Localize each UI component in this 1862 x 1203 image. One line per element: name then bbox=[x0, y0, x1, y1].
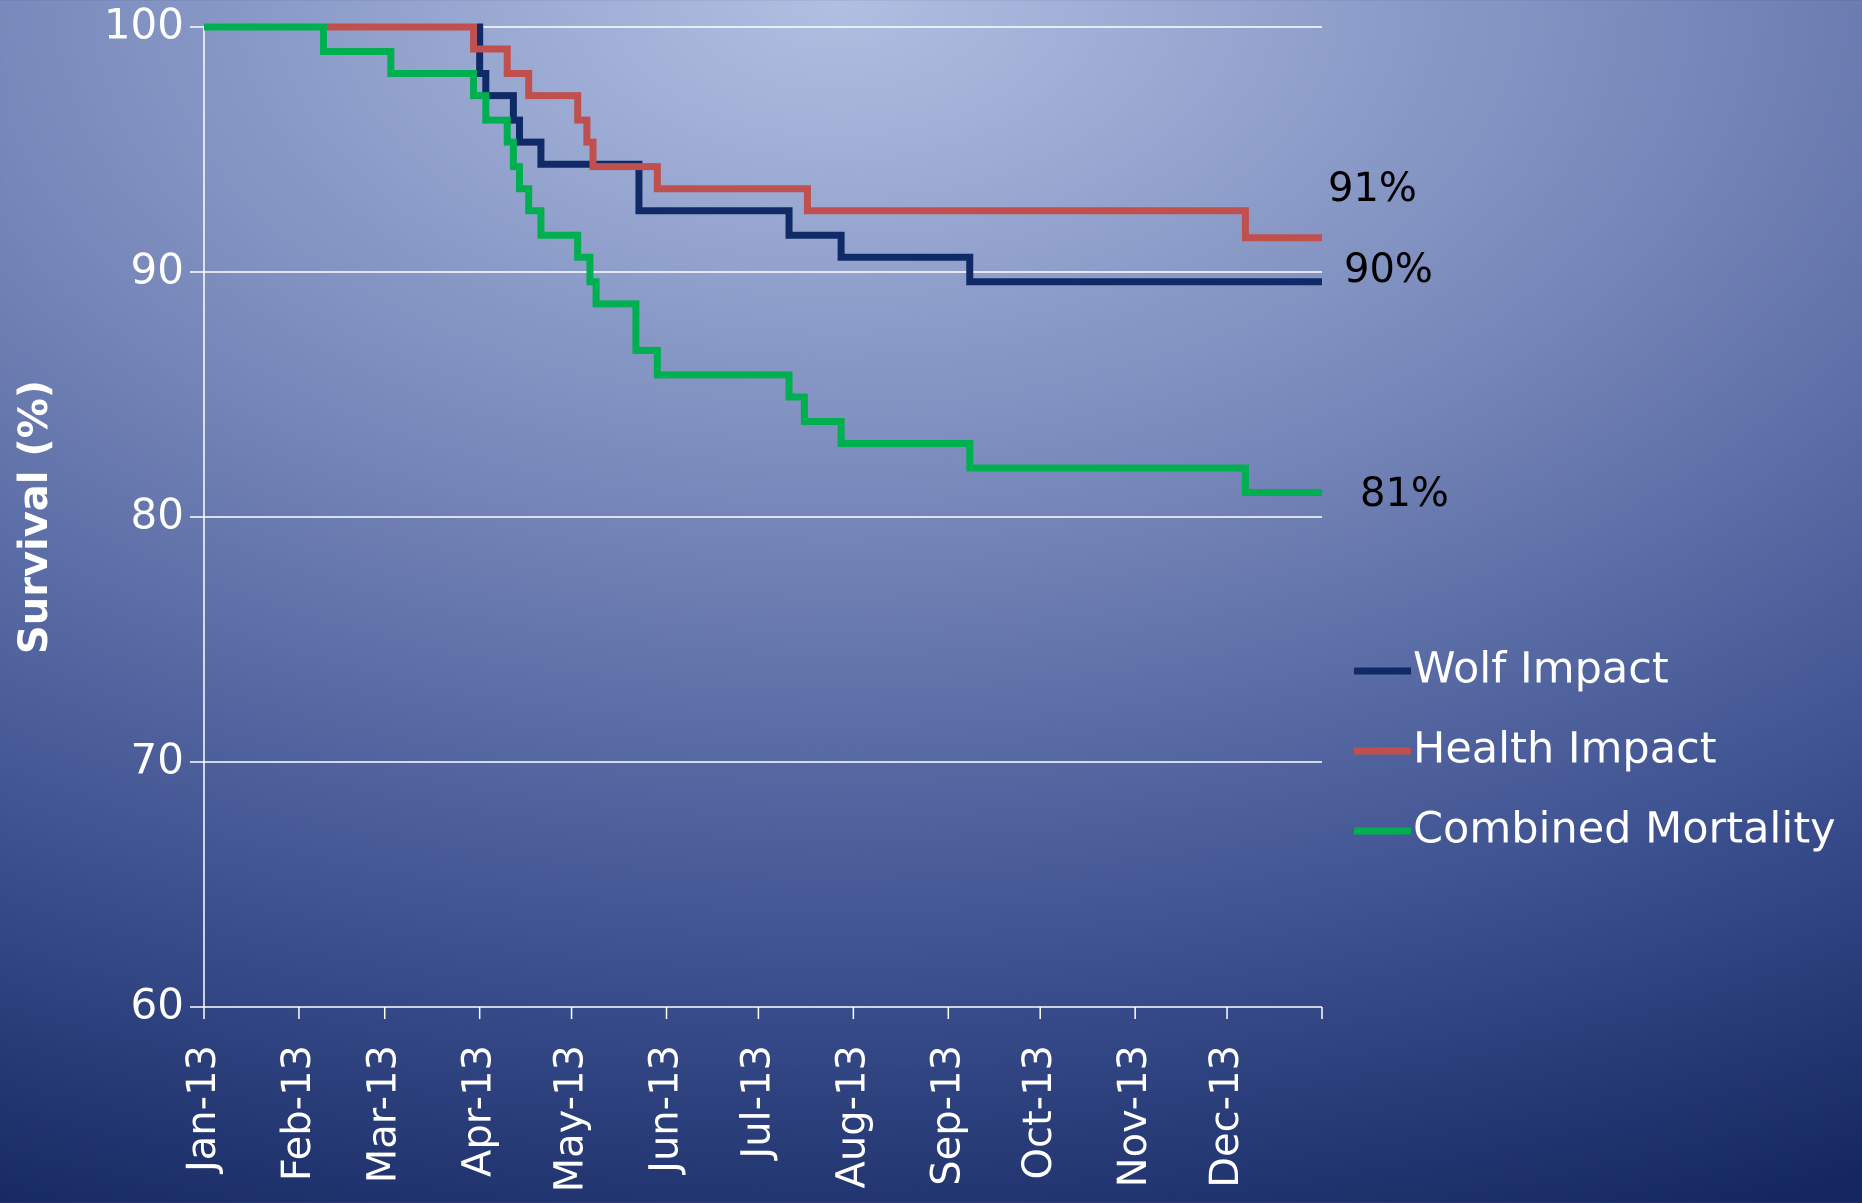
y-tick-label: 60 bbox=[131, 980, 184, 1029]
y-axis-title: Survival (%) bbox=[11, 380, 57, 654]
y-tick-label: 100 bbox=[104, 0, 184, 49]
survival-line bbox=[204, 23, 1322, 286]
x-tick-label: Jul-13 bbox=[733, 1045, 779, 1162]
x-tick-label: Sep-13 bbox=[923, 1045, 969, 1186]
x-tick-label: Jan-13 bbox=[179, 1045, 225, 1175]
y-tick-label: 90 bbox=[131, 245, 184, 294]
y-tick-label: 70 bbox=[131, 735, 184, 784]
survival-line bbox=[204, 23, 1322, 242]
legend-label: Health Impact bbox=[1413, 724, 1717, 774]
legend-label: Wolf Impact bbox=[1413, 644, 1669, 694]
end-label: 81% bbox=[1360, 470, 1449, 516]
survival-line bbox=[204, 23, 1322, 496]
x-tick-label: Jun-13 bbox=[642, 1045, 688, 1176]
end-label: 90% bbox=[1344, 246, 1433, 292]
x-tick-label: Mar-13 bbox=[360, 1045, 406, 1183]
x-tick-label: Feb-13 bbox=[274, 1045, 320, 1181]
x-tick-label: Oct-13 bbox=[1015, 1045, 1061, 1180]
y-tick-label: 80 bbox=[131, 490, 184, 539]
x-tick-label: May-13 bbox=[547, 1045, 593, 1192]
x-tick-label: Aug-13 bbox=[828, 1045, 874, 1188]
x-tick-label: Apr-13 bbox=[455, 1045, 501, 1177]
x-tick-label: Nov-13 bbox=[1110, 1045, 1156, 1187]
end-label: 91% bbox=[1328, 165, 1417, 211]
legend-label: Combined Mortality bbox=[1413, 804, 1836, 854]
x-tick-label: Dec-13 bbox=[1202, 1045, 1248, 1188]
